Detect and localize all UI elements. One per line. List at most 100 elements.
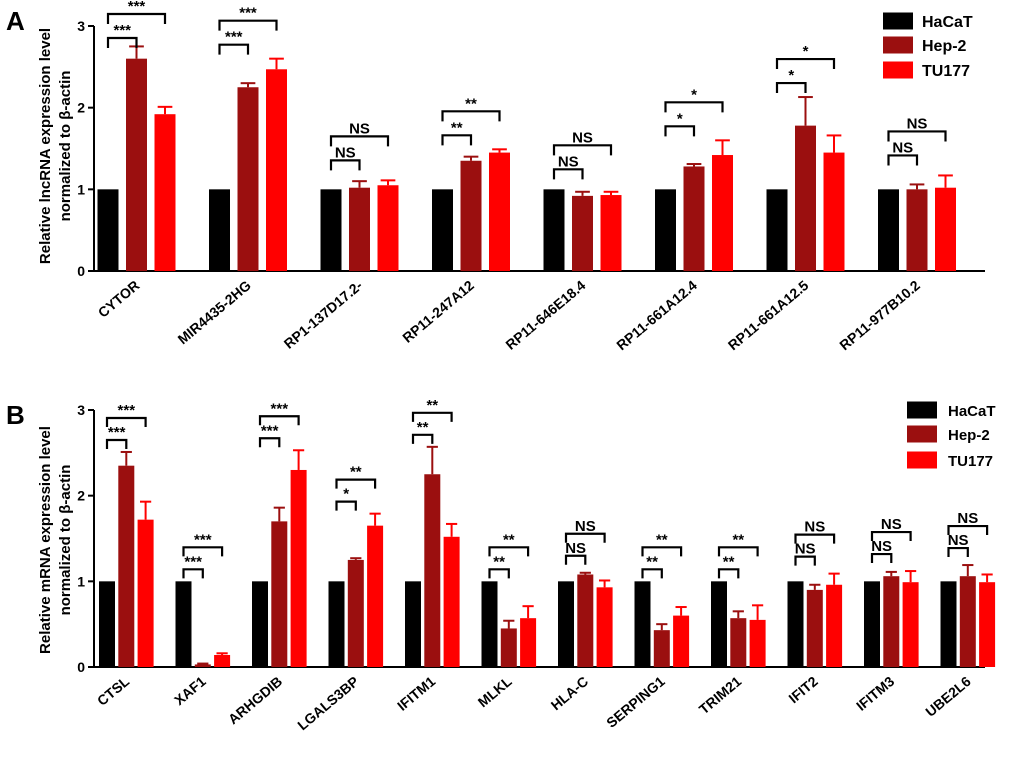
sig-bracket-near-label: NS	[565, 540, 586, 557]
sig-bracket-near-label: *	[788, 67, 794, 84]
sig-bracket-near-label: ***	[184, 553, 202, 570]
bar	[902, 582, 919, 667]
bar	[137, 519, 154, 667]
legend-label: Hep-2	[948, 427, 990, 444]
sig-bracket-far-label: ***	[128, 0, 146, 15]
bar	[405, 581, 421, 667]
bar	[766, 189, 788, 271]
sig-bracket-far-label: NS	[349, 120, 370, 137]
x-tick-label: SERPING1	[603, 673, 668, 731]
sig-bracket-far	[564, 532, 606, 543]
panel-b: B Relative mRNA expression level normali…	[6, 397, 996, 733]
legend-label: HaCaT	[948, 403, 996, 420]
bar	[935, 187, 956, 271]
sig-bracket-far	[335, 478, 377, 489]
x-tick-label: RP1-137D17.2-	[281, 277, 366, 352]
sig-bracket-far-label: **	[350, 464, 362, 481]
legend-swatch	[907, 425, 937, 443]
bar	[787, 581, 804, 667]
sig-bracket-near-label: NS	[335, 144, 356, 161]
x-tick-label: RP11-661A12.4	[613, 277, 700, 353]
x-tick-label: LGALS3BP	[294, 673, 361, 733]
bar	[600, 195, 622, 271]
y-tick-label: 3	[77, 402, 85, 418]
sig-bracket-far	[775, 57, 836, 70]
legend-swatch	[883, 36, 913, 54]
sig-bracket-near	[641, 568, 663, 579]
sig-bracket-near	[664, 125, 696, 137]
sig-bracket-far	[106, 12, 167, 24]
y-tick-label: 1	[77, 573, 85, 589]
sig-bracket-near-label: NS	[795, 541, 816, 558]
sig-bracket-far	[664, 101, 724, 113]
sig-bracket-far-label: NS	[907, 115, 928, 132]
bar	[806, 589, 823, 667]
sig-bracket-far	[641, 546, 683, 557]
sig-bracket-far-label: NS	[957, 510, 978, 527]
sig-bracket-near	[335, 500, 357, 511]
sig-bracket-far-label: **	[732, 531, 744, 548]
legend-label: HaCaT	[922, 14, 973, 31]
sig-bracket-near	[329, 159, 361, 171]
sig-bracket-near	[182, 568, 204, 579]
sig-bracket-far	[488, 546, 530, 557]
bar	[673, 615, 690, 667]
sig-bracket-near-label: **	[646, 553, 658, 570]
sig-bracket-near-label: **	[417, 419, 429, 436]
sig-bracket-near-label: ***	[225, 29, 243, 46]
sig-bracket-far	[182, 546, 224, 557]
bar	[347, 559, 364, 667]
y-tick-label: 1	[77, 181, 85, 197]
sig-bracket-far-label: NS	[804, 519, 825, 536]
bar	[543, 189, 565, 271]
bar	[271, 521, 288, 667]
x-tick-label: HLA-C	[548, 673, 592, 713]
bar	[979, 582, 996, 667]
sig-bracket-near	[552, 168, 584, 180]
sig-bracket-near	[775, 81, 807, 94]
legend-swatch	[907, 401, 937, 419]
sig-bracket-near-label: NS	[892, 139, 913, 156]
sig-bracket-far	[794, 533, 836, 544]
bar	[443, 536, 460, 667]
x-tick-label: IFITM1	[394, 673, 438, 714]
sig-bracket-far-label: *	[691, 86, 697, 103]
sig-bracket-far-label: **	[426, 397, 438, 414]
sig-bracket-far-label: NS	[881, 516, 902, 533]
sig-bracket-far-label: **	[503, 531, 515, 548]
bar	[906, 189, 928, 271]
legend-swatch	[883, 61, 913, 79]
x-tick-label: CTSL	[94, 673, 133, 709]
panel-a-letter: A	[6, 6, 25, 36]
sig-bracket-near	[717, 568, 740, 579]
bar	[481, 581, 498, 667]
sig-bracket-near-label: **	[451, 119, 463, 136]
sig-bracket-near-label: ***	[261, 422, 279, 439]
x-tick-label: IFITM3	[853, 673, 897, 714]
panel-b-ylabel-line1: Relative mRNA expression level	[37, 426, 54, 654]
bar	[572, 195, 593, 271]
bar	[290, 469, 307, 667]
bar	[175, 581, 192, 667]
sig-bracket-far-label: ***	[239, 5, 257, 22]
sig-bracket-near-label: **	[493, 553, 505, 570]
sig-bracket-far	[717, 546, 759, 557]
sig-bracket-far-label: ***	[194, 531, 212, 548]
x-tick-label: TRIM21	[696, 673, 745, 717]
sig-bracket-far	[329, 135, 390, 147]
sig-bracket-near-label: NS	[871, 538, 892, 555]
bar	[823, 152, 845, 271]
sig-bracket-far-label: **	[465, 95, 477, 112]
bar	[864, 581, 880, 667]
bar	[826, 584, 843, 667]
bar	[596, 587, 613, 667]
bar	[883, 576, 900, 667]
x-tick-label: XAF1	[171, 673, 209, 708]
sig-bracket-near	[411, 433, 434, 444]
bar	[126, 58, 147, 271]
sig-bracket-near-label: ***	[113, 22, 131, 39]
sig-bracket-near-label: *	[677, 110, 683, 127]
x-tick-label: CYTOR	[95, 277, 143, 321]
bar	[795, 125, 816, 271]
